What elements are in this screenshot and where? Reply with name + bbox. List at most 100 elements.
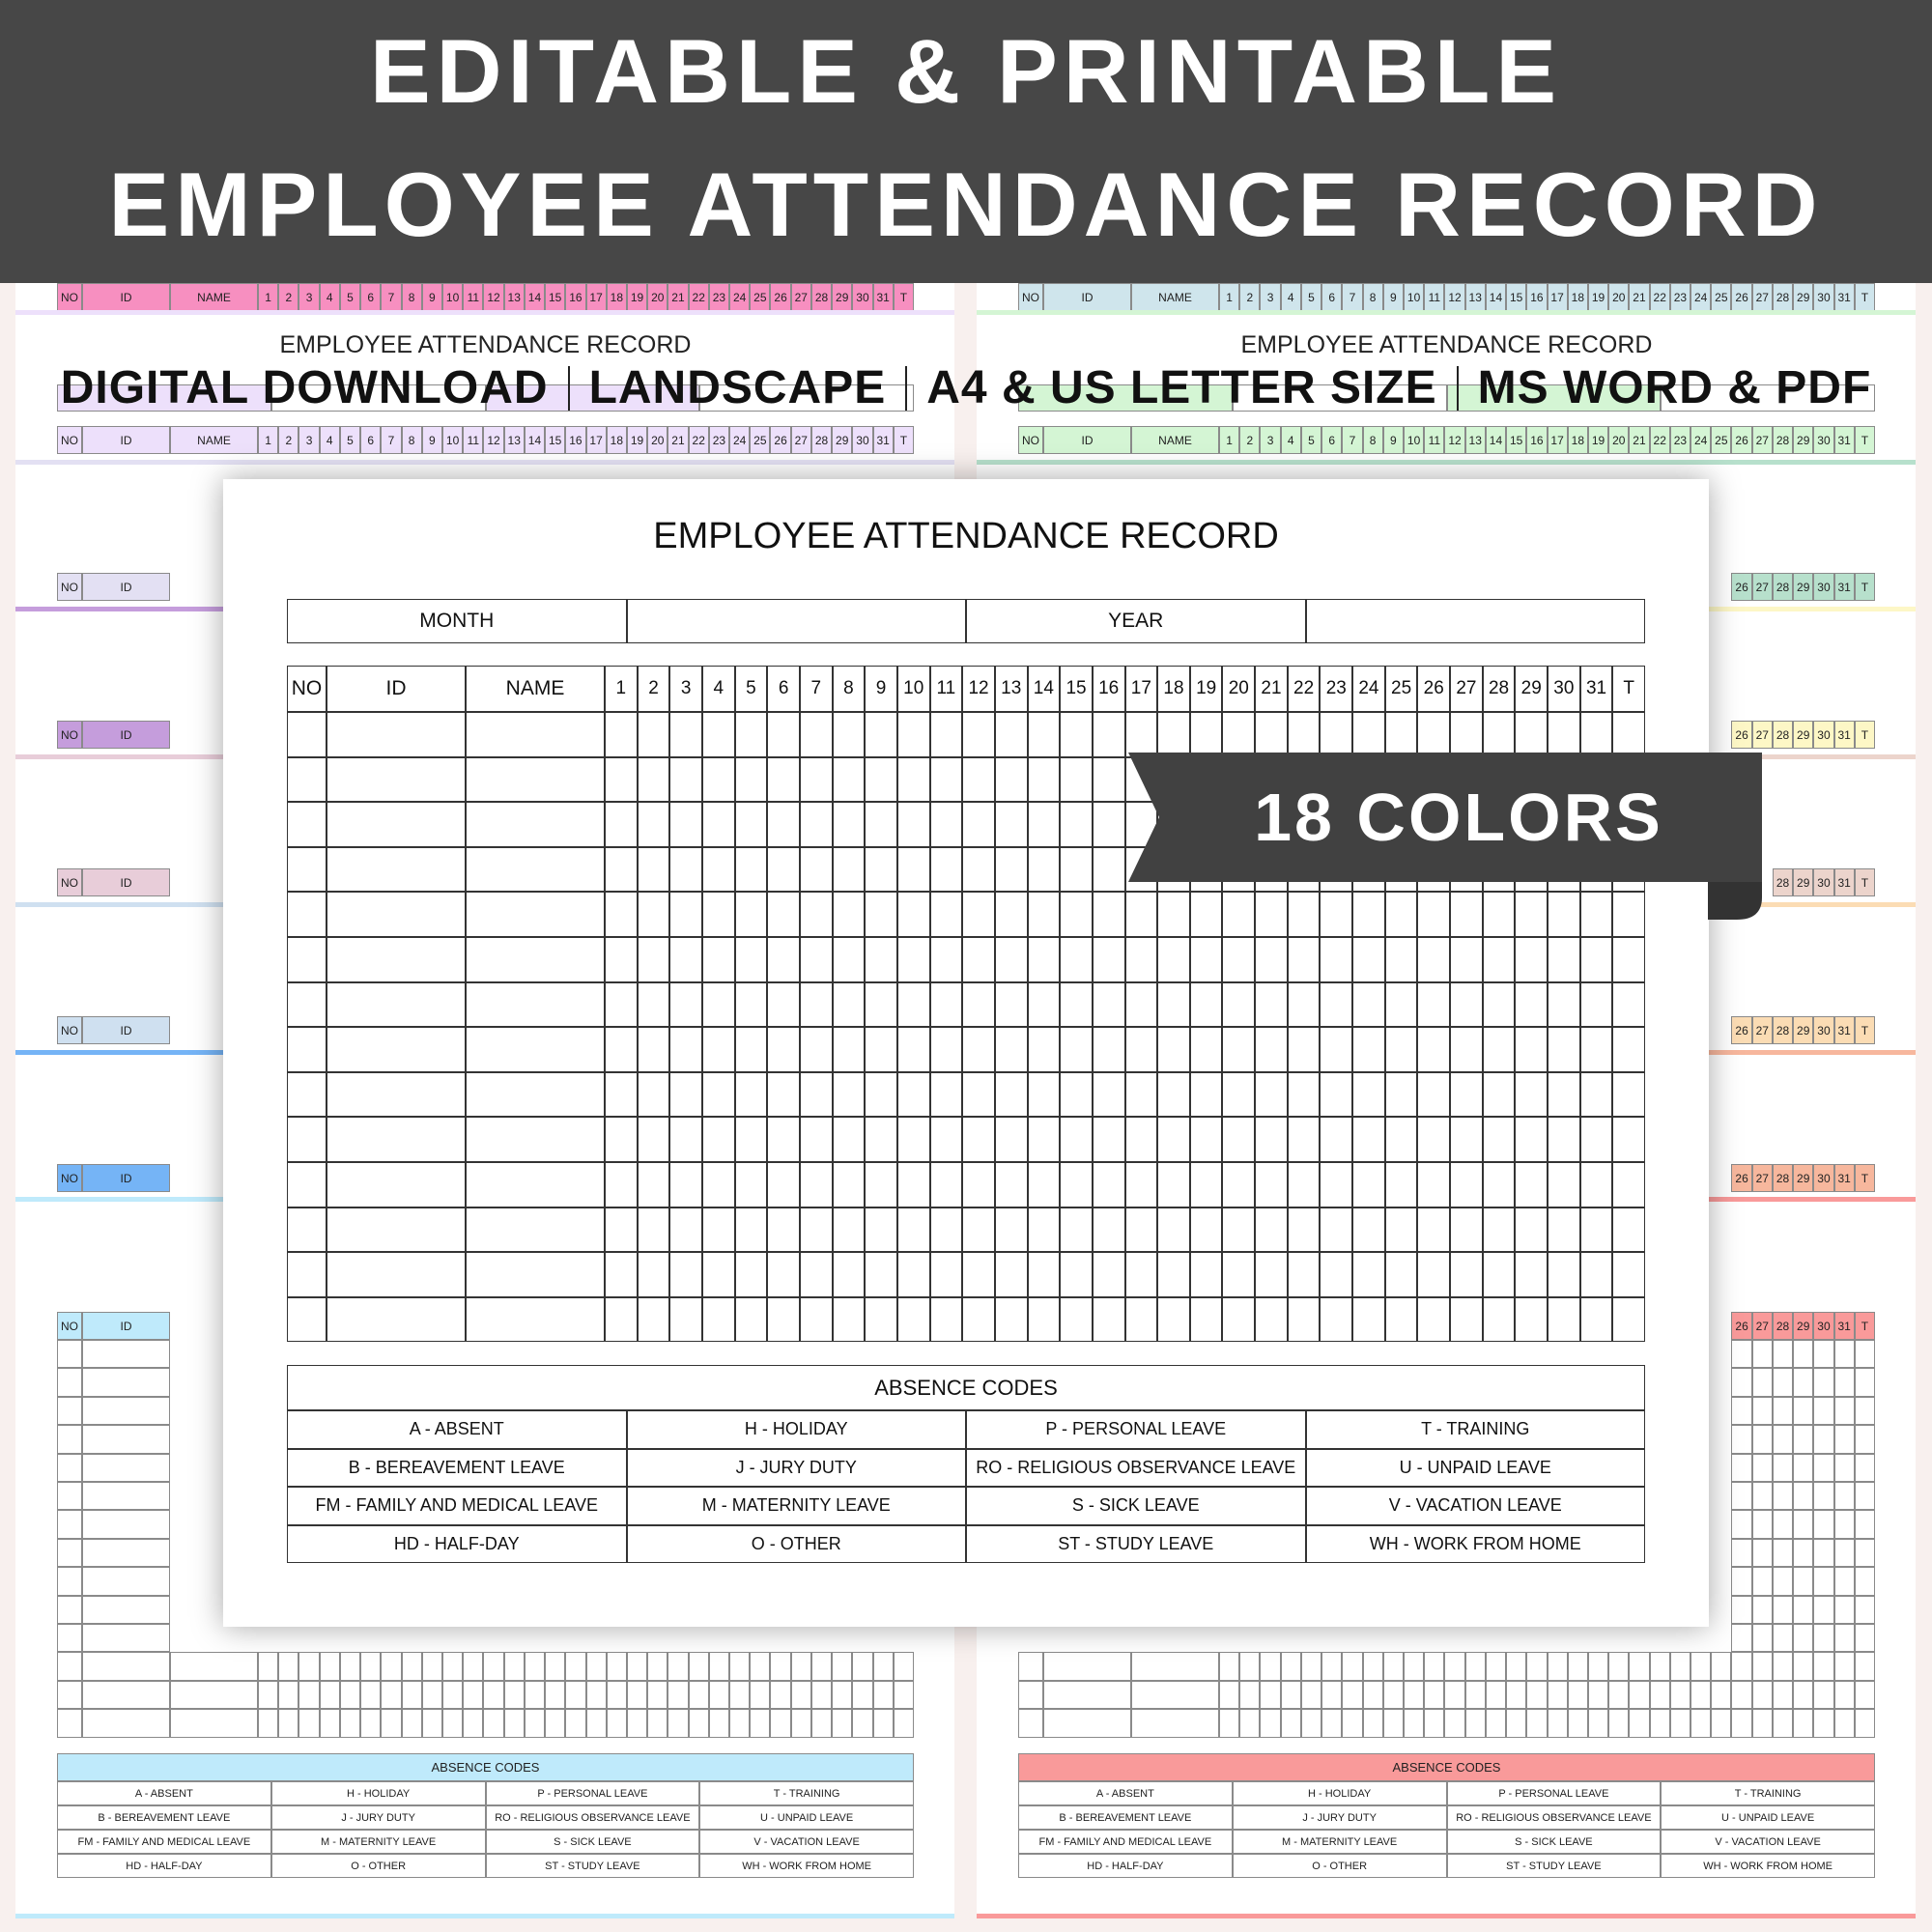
grid-cell[interactable]	[1189, 892, 1223, 937]
grid-cell[interactable]	[701, 756, 735, 803]
grid-cell[interactable]	[1320, 1207, 1353, 1253]
grid-cell[interactable]	[1300, 1652, 1322, 1681]
grid-cell[interactable]	[1189, 1027, 1223, 1072]
grid-cell[interactable]	[832, 712, 866, 757]
grid-cell[interactable]	[605, 1162, 638, 1208]
grid-cell[interactable]	[82, 1709, 170, 1738]
grid-cell[interactable]	[872, 1709, 894, 1738]
grid-cell[interactable]	[701, 1296, 735, 1343]
grid-cell[interactable]	[669, 756, 702, 803]
grid-cell[interactable]	[327, 802, 466, 847]
grid-cell[interactable]	[1018, 1680, 1043, 1710]
grid-cell[interactable]	[1751, 1709, 1773, 1738]
grid-cell[interactable]	[1300, 1709, 1322, 1738]
grid-cell[interactable]	[734, 712, 768, 757]
grid-cell[interactable]	[1731, 1624, 1752, 1653]
grid-cell[interactable]	[1482, 712, 1516, 757]
grid-cell[interactable]	[287, 892, 327, 937]
grid-cell[interactable]	[929, 981, 963, 1028]
grid-cell[interactable]	[1464, 1680, 1486, 1710]
grid-cell[interactable]	[1579, 1252, 1613, 1297]
grid-cell[interactable]	[287, 937, 327, 982]
grid-cell[interactable]	[1060, 846, 1093, 893]
grid-cell[interactable]	[701, 937, 735, 982]
grid-cell[interactable]	[1548, 1252, 1580, 1297]
grid-cell[interactable]	[1751, 1482, 1773, 1511]
grid-cell[interactable]	[1255, 1071, 1288, 1118]
grid-cell[interactable]	[962, 892, 995, 937]
grid-cell[interactable]	[1092, 937, 1125, 982]
grid-cell[interactable]	[1751, 1567, 1773, 1596]
grid-cell[interactable]	[1222, 712, 1256, 757]
grid-cell[interactable]	[421, 1652, 442, 1681]
grid-cell[interactable]	[1287, 937, 1321, 982]
grid-cell[interactable]	[865, 712, 897, 757]
grid-cell[interactable]	[287, 1027, 327, 1072]
grid-cell[interactable]	[1854, 1340, 1875, 1369]
grid-cell[interactable]	[1280, 1652, 1301, 1681]
grid-cell[interactable]	[1731, 1652, 1752, 1681]
grid-cell[interactable]	[1157, 1117, 1190, 1162]
grid-cell[interactable]	[1464, 1709, 1486, 1738]
grid-cell[interactable]	[734, 846, 768, 893]
grid-cell[interactable]	[1751, 1538, 1773, 1568]
grid-cell[interactable]	[1515, 937, 1548, 982]
grid-cell[interactable]	[466, 892, 605, 937]
grid-cell[interactable]	[1526, 1709, 1548, 1738]
grid-cell[interactable]	[1403, 1680, 1425, 1710]
grid-cell[interactable]	[1629, 1709, 1650, 1738]
grid-cell[interactable]	[1751, 1510, 1773, 1539]
grid-cell[interactable]	[466, 981, 605, 1028]
grid-cell[interactable]	[1018, 1652, 1043, 1681]
grid-cell[interactable]	[637, 756, 670, 803]
month-input[interactable]	[626, 599, 966, 643]
grid-cell[interactable]	[1813, 1538, 1834, 1568]
grid-cell[interactable]	[1793, 1482, 1814, 1511]
grid-cell[interactable]	[1342, 1709, 1363, 1738]
grid-cell[interactable]	[896, 1027, 930, 1072]
grid-cell[interactable]	[503, 1709, 525, 1738]
grid-cell[interactable]	[1384, 1071, 1418, 1118]
grid-cell[interactable]	[669, 892, 702, 937]
grid-cell[interactable]	[1793, 1538, 1814, 1568]
grid-cell[interactable]	[637, 892, 670, 937]
grid-cell[interactable]	[750, 1680, 771, 1710]
grid-cell[interactable]	[1567, 1709, 1588, 1738]
grid-cell[interactable]	[1321, 1680, 1343, 1710]
grid-cell[interactable]	[1772, 1538, 1794, 1568]
grid-cell[interactable]	[1321, 1709, 1343, 1738]
grid-cell[interactable]	[1482, 981, 1516, 1028]
grid-cell[interactable]	[503, 1652, 525, 1681]
grid-cell[interactable]	[278, 1709, 299, 1738]
grid-cell[interactable]	[327, 892, 466, 937]
grid-cell[interactable]	[1043, 1709, 1131, 1738]
grid-cell[interactable]	[668, 1680, 689, 1710]
grid-cell[interactable]	[1793, 1652, 1814, 1681]
grid-cell[interactable]	[278, 1652, 299, 1681]
grid-cell[interactable]	[360, 1680, 382, 1710]
grid-cell[interactable]	[962, 937, 995, 982]
grid-cell[interactable]	[767, 1296, 800, 1343]
grid-cell[interactable]	[1124, 712, 1158, 757]
grid-cell[interactable]	[1157, 937, 1190, 982]
grid-cell[interactable]	[1793, 1624, 1814, 1653]
grid-cell[interactable]	[810, 1709, 833, 1738]
grid-cell[interactable]	[1854, 1396, 1875, 1426]
grid-cell[interactable]	[1157, 1071, 1190, 1118]
grid-cell[interactable]	[1731, 1482, 1752, 1511]
grid-cell[interactable]	[1342, 1680, 1363, 1710]
grid-cell[interactable]	[1612, 712, 1645, 757]
grid-cell[interactable]	[929, 756, 963, 803]
grid-cell[interactable]	[637, 802, 670, 847]
grid-cell[interactable]	[57, 1595, 82, 1624]
grid-cell[interactable]	[1612, 1162, 1645, 1208]
grid-cell[interactable]	[605, 1252, 638, 1297]
grid-cell[interactable]	[1255, 1207, 1288, 1253]
grid-cell[interactable]	[287, 1117, 327, 1162]
grid-cell[interactable]	[1352, 1117, 1385, 1162]
grid-cell[interactable]	[1833, 1510, 1855, 1539]
grid-cell[interactable]	[832, 937, 866, 982]
grid-cell[interactable]	[466, 756, 605, 803]
grid-cell[interactable]	[1352, 1071, 1385, 1118]
grid-cell[interactable]	[1157, 1207, 1190, 1253]
